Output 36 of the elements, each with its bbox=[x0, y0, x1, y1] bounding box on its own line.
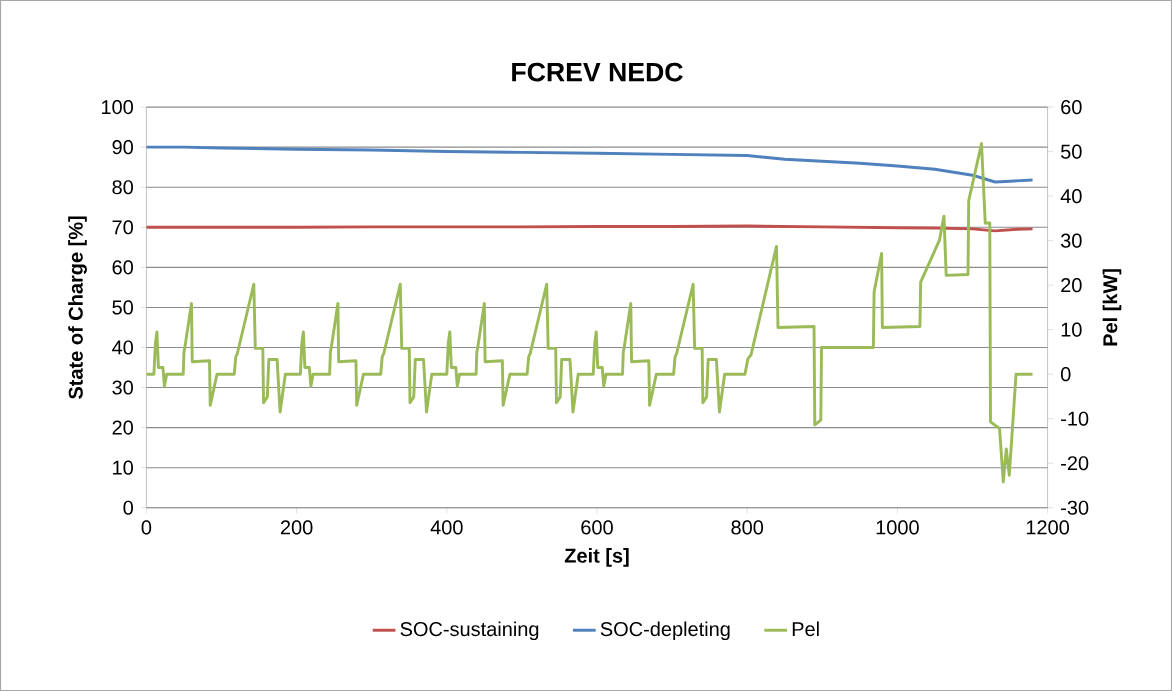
y-axis-title: State of Charge [%] bbox=[68, 216, 87, 399]
y2-tick-label: -10 bbox=[1061, 411, 1089, 426]
y-tick-label: 40 bbox=[112, 340, 133, 355]
y2-tick-label: 60 bbox=[1061, 99, 1082, 115]
x-tick-label: 0 bbox=[141, 520, 152, 535]
x-tick-label: 800 bbox=[731, 520, 764, 535]
y2-tick-label: 40 bbox=[1060, 189, 1082, 204]
chart-title: FCREV NEDC bbox=[512, 62, 683, 82]
y-tick-label: 90 bbox=[112, 140, 133, 155]
y-tick-label: 50 bbox=[112, 300, 133, 315]
y2-tick-label: 20 bbox=[1061, 278, 1082, 293]
y2-tick-label: 10 bbox=[1061, 322, 1082, 337]
y-tick-label: 70 bbox=[112, 220, 133, 235]
y2-tick-label: 0 bbox=[1060, 367, 1071, 382]
x-axis-title: Zeit [s] bbox=[564, 548, 629, 567]
y2-tick-label: 50 bbox=[1060, 144, 1082, 159]
legend-label: SOC-sustaining bbox=[400, 621, 539, 641]
legend-label: Pel bbox=[792, 621, 819, 637]
y-tick-label: 100 bbox=[101, 99, 133, 115]
x-tick-label: 400 bbox=[430, 520, 463, 535]
y-tick-label: 30 bbox=[112, 380, 133, 395]
line-series bbox=[146, 145, 1035, 184]
y-tick-label: 10 bbox=[113, 460, 133, 475]
x-tick-label: 1200 bbox=[1026, 520, 1070, 535]
y-tick-label: 80 bbox=[112, 180, 133, 195]
y2-tick-label: 30 bbox=[1060, 233, 1082, 248]
y-tick-label: 20 bbox=[112, 420, 133, 435]
legend-label: SOC-depleting bbox=[600, 621, 730, 641]
y2-tick-label: -30 bbox=[1061, 500, 1089, 515]
y-tick-label: 0 bbox=[123, 500, 134, 515]
x-tick-label: 1000 bbox=[876, 520, 919, 535]
x-tick-label: 200 bbox=[280, 520, 313, 535]
y2-axis-title: Pel [kW] bbox=[1102, 269, 1122, 346]
y-tick-label: 60 bbox=[112, 260, 133, 275]
x-tick-label: 600 bbox=[581, 520, 613, 535]
y2-tick-label: -20 bbox=[1061, 456, 1089, 471]
